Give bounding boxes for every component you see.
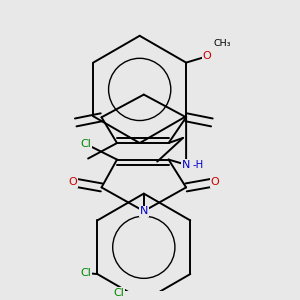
Text: O: O xyxy=(68,177,77,187)
Text: N: N xyxy=(140,206,148,216)
Text: CH₃: CH₃ xyxy=(214,38,231,47)
Text: N: N xyxy=(182,160,190,170)
Text: O: O xyxy=(211,177,219,187)
Text: Cl: Cl xyxy=(81,268,92,278)
Text: Cl: Cl xyxy=(81,139,92,149)
Text: Cl: Cl xyxy=(114,288,124,298)
Text: -H: -H xyxy=(193,160,204,170)
Text: O: O xyxy=(202,51,211,62)
